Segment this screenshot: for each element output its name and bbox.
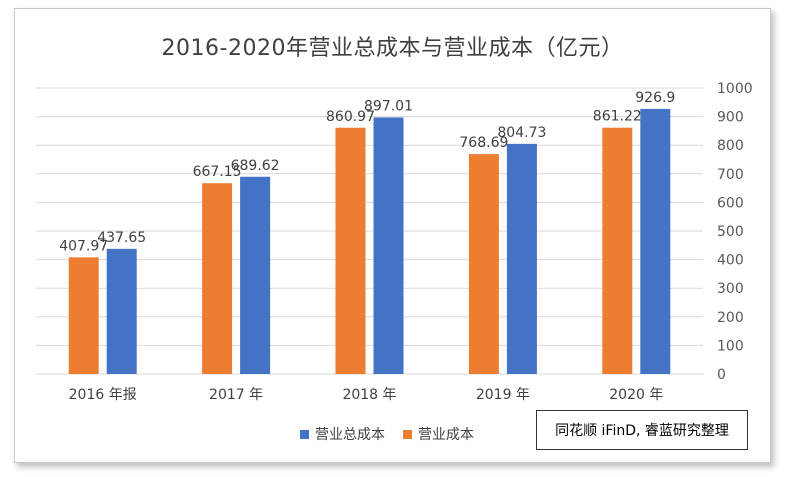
- data-label: 437.65: [97, 230, 146, 246]
- bar: [240, 176, 271, 374]
- chart-title: 2016-2020年营业总成本与营业成本（亿元）: [161, 36, 624, 61]
- x-tick-label: 2018 年: [342, 387, 396, 403]
- source-note: 同花顺 iFinD, 睿蓝研究整理: [536, 410, 748, 450]
- x-tick-label: 2020 年: [609, 387, 663, 403]
- y-tick-label: 200: [717, 310, 744, 326]
- bar: [373, 117, 404, 374]
- bar: [468, 154, 499, 374]
- x-tick-label: 2019 年: [476, 387, 530, 403]
- bar: [506, 143, 537, 374]
- data-label: 897.01: [364, 98, 413, 114]
- data-label: 689.62: [231, 158, 280, 174]
- bar: [68, 257, 99, 374]
- y-tick-label: 1000: [717, 81, 753, 97]
- legend-swatch-cost: [403, 429, 412, 439]
- data-label: 926.9: [635, 90, 675, 106]
- y-tick-label: 500: [717, 224, 744, 240]
- y-tick-label: 400: [717, 253, 744, 269]
- data-label: 804.73: [497, 125, 546, 141]
- y-tick-label: 900: [717, 110, 744, 126]
- y-tick-label: 0: [717, 367, 726, 383]
- data-label: 861.22: [593, 109, 642, 125]
- chart-legend: 营业总成本 营业成本: [300, 424, 474, 444]
- legend-label-cost: 营业成本: [418, 427, 474, 443]
- x-tick-label: 2017 年: [209, 387, 263, 403]
- x-tick-label: 2016 年报: [69, 387, 137, 403]
- data-label: 407.97: [59, 238, 108, 254]
- data-label: 860.97: [326, 109, 375, 125]
- legend-swatch-total-cost: [300, 429, 309, 439]
- bar: [602, 127, 633, 375]
- legend-label-total-cost: 营业总成本: [315, 427, 385, 443]
- y-tick-label: 300: [717, 281, 744, 297]
- legend-item-total-cost: 营业总成本: [300, 424, 385, 444]
- y-tick-label: 600: [717, 195, 744, 211]
- bar: [335, 127, 366, 375]
- bar: [202, 183, 233, 374]
- y-tick-label: 100: [717, 338, 744, 354]
- data-label: 667.15: [193, 164, 242, 180]
- data-label: 768.69: [459, 135, 508, 151]
- bar: [106, 248, 137, 374]
- y-tick-label: 700: [717, 167, 744, 183]
- bar: [640, 108, 671, 374]
- legend-item-cost: 营业成本: [403, 424, 474, 444]
- y-tick-label: 800: [717, 138, 744, 154]
